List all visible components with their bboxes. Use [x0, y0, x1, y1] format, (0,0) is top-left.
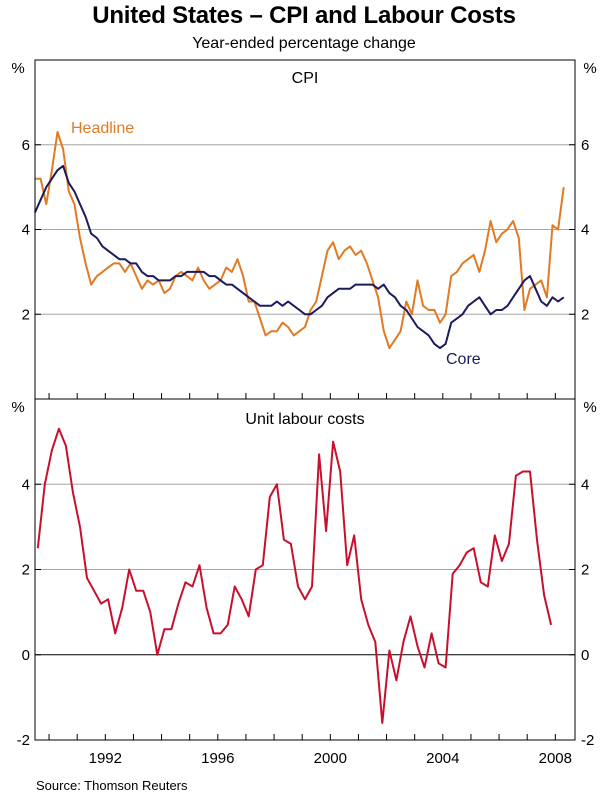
- x-tick-label: 1996: [201, 750, 234, 767]
- ulc-right-unit-label: %: [583, 399, 596, 416]
- ulc-y-tick-label-left: 0: [22, 647, 30, 664]
- chart-frame: [34, 59, 576, 741]
- ulc-y-tick-label-left: 2: [22, 562, 30, 579]
- cpi-right-unit-label: %: [583, 60, 596, 77]
- cpi-y-tick-label-right: 4: [581, 222, 589, 239]
- cpi-y-tick-label-left: 2: [22, 306, 30, 323]
- ulc-y-tick-label-right: -2: [581, 732, 594, 749]
- ulc-left-unit-label: %: [11, 399, 24, 416]
- ulc-y-tick-label-right: 4: [581, 476, 589, 493]
- cpi-series-headline-line: [35, 131, 565, 350]
- core-series-label: Core: [446, 351, 481, 368]
- cpi-y-tick-label-right: 2: [581, 306, 589, 323]
- cpi-y-tick-label-left: 6: [22, 137, 30, 154]
- x-tick-label: 2000: [314, 750, 347, 767]
- ulc-y-tick-label-right: 0: [581, 647, 589, 664]
- x-tick-label: 2004: [426, 750, 459, 767]
- cpi-left-unit-label: %: [11, 60, 24, 77]
- cpi-series-core-line: [34, 164, 565, 350]
- x-tick-label: 1992: [89, 750, 122, 767]
- chart-title: United States – CPI and Labour Costs: [92, 2, 516, 29]
- ulc-y-tick-label-left: 4: [22, 476, 30, 493]
- chart-subtitle: Year-ended percentage change: [192, 35, 416, 52]
- ulc-y-tick-label-left: -2: [17, 732, 30, 749]
- series-layer: [34, 131, 565, 724]
- tick-layer: 2 2 4 4 6 6 -2 -2 0 0 2 2 4 4 1992 1996 2000 2004 2008: [17, 137, 595, 767]
- cpi-y-tick-label-right: 6: [581, 137, 589, 154]
- cpi-panel-title: CPI: [292, 70, 319, 87]
- ulc-panel-title: Unit labour costs: [245, 411, 364, 428]
- headline-series-label: Headline: [71, 120, 134, 137]
- source-note: Source: Thomson Reuters: [36, 778, 188, 793]
- cpi-y-tick-label-left: 4: [22, 222, 30, 239]
- ulc-series-unit-labour-costs-line: [36, 427, 553, 724]
- x-tick-label: 2008: [539, 750, 572, 767]
- ulc-y-tick-label-right: 2: [581, 562, 589, 579]
- grid-layer: [35, 144, 575, 656]
